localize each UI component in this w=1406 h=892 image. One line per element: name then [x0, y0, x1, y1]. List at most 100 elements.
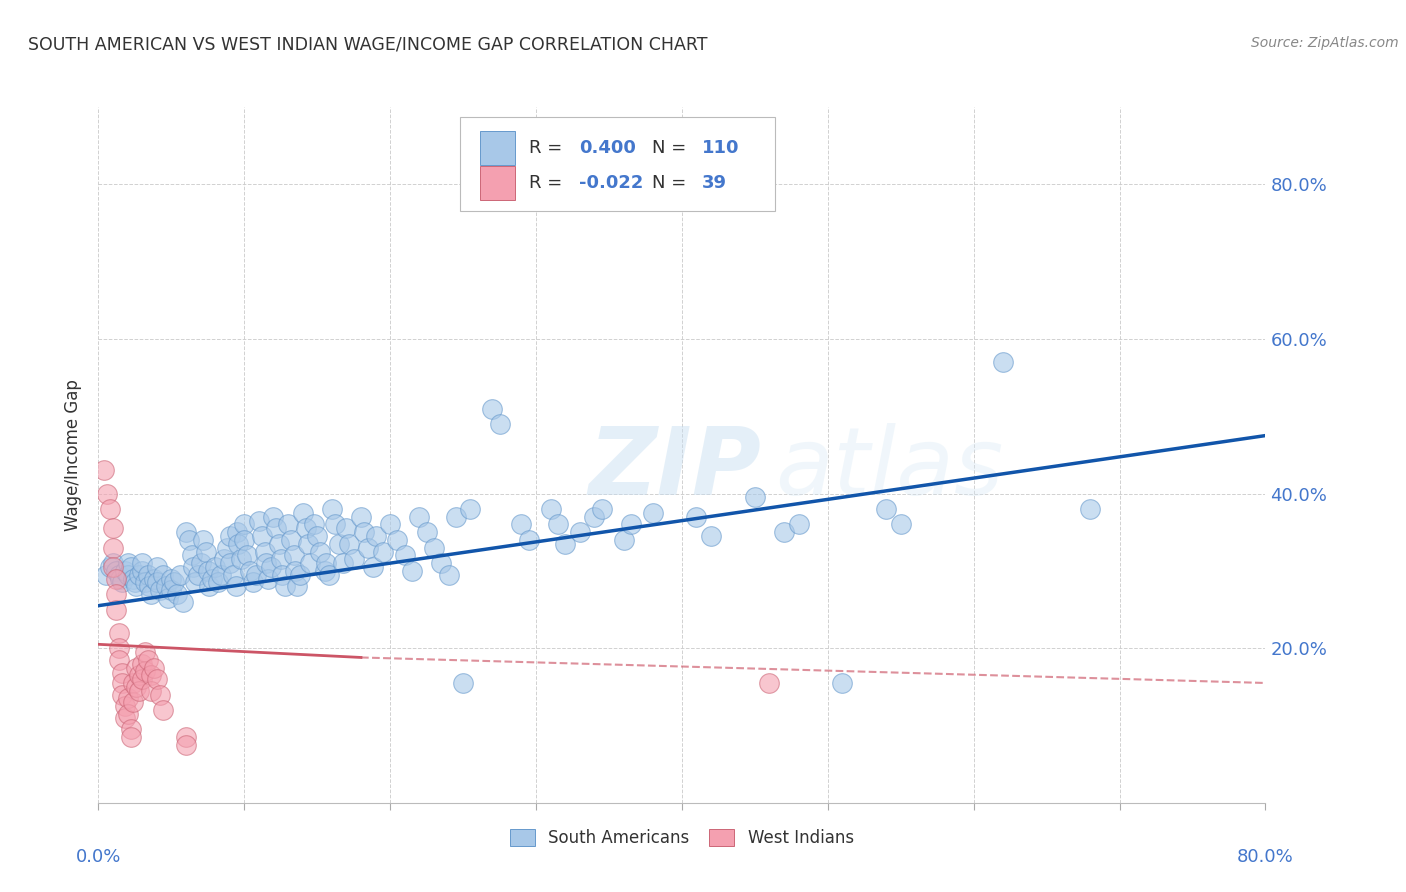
- Point: [758, 676, 780, 690]
- Point: [357, 541, 380, 555]
- Point: [174, 525, 197, 540]
- Point: [451, 676, 474, 690]
- Point: [620, 517, 643, 532]
- Point: [108, 567, 131, 582]
- Point: [157, 591, 180, 605]
- Point: [444, 509, 467, 524]
- Point: [328, 537, 350, 551]
- Point: [152, 567, 174, 582]
- Point: [239, 564, 262, 578]
- Point: [641, 506, 664, 520]
- Text: N =: N =: [651, 174, 692, 192]
- Point: [215, 541, 238, 555]
- Point: [481, 401, 503, 416]
- Point: [160, 583, 183, 598]
- Point: [149, 688, 172, 702]
- Point: [120, 723, 142, 737]
- Point: [540, 502, 562, 516]
- Point: [269, 537, 291, 551]
- Point: [108, 641, 131, 656]
- Point: [111, 676, 134, 690]
- Point: [236, 549, 259, 563]
- Point: [174, 730, 197, 744]
- FancyBboxPatch shape: [460, 118, 775, 211]
- Point: [274, 579, 297, 593]
- Point: [225, 579, 247, 593]
- Point: [226, 525, 249, 540]
- Point: [218, 529, 240, 543]
- Point: [111, 665, 134, 680]
- Point: [190, 556, 212, 570]
- Point: [415, 525, 437, 540]
- Point: [212, 552, 235, 566]
- Point: [146, 575, 169, 590]
- Point: [394, 549, 416, 563]
- Text: 80.0%: 80.0%: [1237, 848, 1294, 866]
- Point: [117, 556, 139, 570]
- Point: [510, 517, 533, 532]
- Point: [114, 711, 136, 725]
- Point: [554, 537, 576, 551]
- Point: [128, 683, 150, 698]
- Point: [233, 533, 256, 547]
- Point: [120, 730, 142, 744]
- Point: [108, 653, 131, 667]
- Point: [124, 575, 146, 590]
- Point: [104, 587, 127, 601]
- Point: [315, 556, 337, 570]
- Point: [991, 355, 1014, 369]
- Point: [460, 502, 482, 516]
- Point: [139, 683, 162, 698]
- Point: [181, 560, 204, 574]
- Point: [233, 517, 256, 532]
- Y-axis label: Wage/Income Gap: Wage/Income Gap: [65, 379, 83, 531]
- Point: [343, 552, 366, 566]
- Point: [307, 529, 329, 543]
- Point: [231, 552, 253, 566]
- Point: [309, 544, 332, 558]
- Point: [700, 529, 723, 543]
- Point: [744, 491, 766, 505]
- Point: [146, 672, 169, 686]
- Point: [101, 541, 124, 555]
- Legend: South Americans, West Indians: South Americans, West Indians: [503, 822, 860, 854]
- Point: [270, 552, 292, 566]
- Point: [163, 575, 186, 590]
- Text: 39: 39: [702, 174, 727, 192]
- Text: R =: R =: [529, 174, 568, 192]
- Point: [98, 560, 121, 574]
- Point: [131, 564, 153, 578]
- Point: [284, 564, 307, 578]
- Point: [193, 533, 215, 547]
- Point: [98, 502, 121, 516]
- Point: [685, 509, 707, 524]
- Point: [104, 572, 127, 586]
- Point: [209, 567, 232, 582]
- Point: [114, 564, 136, 578]
- Point: [488, 417, 510, 431]
- Point: [259, 560, 281, 574]
- Point: [207, 575, 229, 590]
- Point: [128, 668, 150, 682]
- Point: [247, 514, 270, 528]
- Point: [142, 660, 165, 674]
- Point: [380, 517, 402, 532]
- Point: [134, 665, 156, 679]
- Point: [831, 676, 853, 690]
- Point: [253, 544, 276, 558]
- Point: [172, 595, 194, 609]
- Point: [361, 560, 384, 574]
- Point: [318, 567, 340, 582]
- Point: [583, 509, 606, 524]
- Point: [197, 564, 219, 578]
- Text: SOUTH AMERICAN VS WEST INDIAN WAGE/INCOME GAP CORRELATION CHART: SOUTH AMERICAN VS WEST INDIAN WAGE/INCOM…: [28, 36, 707, 54]
- Point: [152, 703, 174, 717]
- Point: [183, 575, 205, 590]
- Point: [218, 556, 240, 570]
- Text: R =: R =: [529, 139, 568, 157]
- Point: [568, 525, 591, 540]
- Point: [110, 572, 132, 586]
- Point: [149, 583, 172, 598]
- Point: [117, 691, 139, 706]
- Text: N =: N =: [651, 139, 692, 157]
